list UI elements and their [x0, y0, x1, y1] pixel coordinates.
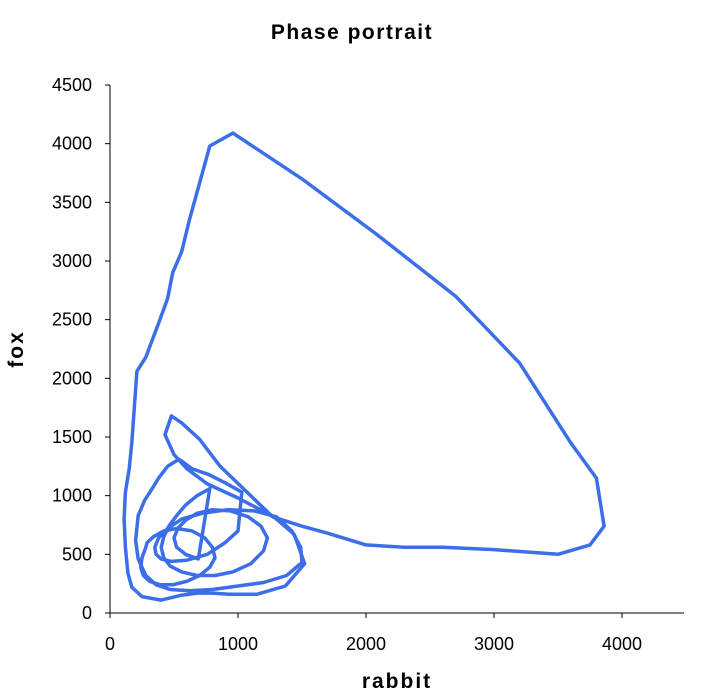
y-tick-label: 3500 [52, 192, 92, 212]
trajectory-line-1 [122, 131, 606, 602]
trajectory-line-2 [133, 457, 304, 593]
x-tick-label: 2000 [346, 634, 386, 654]
x-tick-label: 0 [105, 634, 115, 654]
x-tick-label: 4000 [602, 634, 642, 654]
y-tick-label: 3000 [52, 251, 92, 271]
y-tick-label: 0 [82, 603, 92, 623]
x-tick-label: 3000 [474, 634, 514, 654]
chart-title: Phase portrait [271, 21, 433, 44]
x-tick-label: 1000 [218, 634, 258, 654]
y-axis-ticks: 0 500 1000 1500 2000 2500 3000 3500 4000 4500 [52, 75, 110, 623]
y-tick-label: 2000 [52, 368, 92, 388]
y-tick-label: 4500 [52, 75, 92, 95]
y-tick-label: 2500 [52, 310, 92, 330]
y-tick-label: 1500 [52, 427, 92, 447]
x-axis-ticks: 0 1000 2000 3000 4000 [105, 613, 642, 654]
y-tick-label: 1000 [52, 486, 92, 506]
series-lines [122, 131, 606, 602]
x-axis-label: rabbit [362, 670, 432, 693]
y-axis-label: fox [5, 330, 28, 368]
y-tick-label: 4000 [52, 134, 92, 154]
y-tick-label: 500 [62, 544, 92, 564]
trajectory-line-4 [138, 526, 217, 587]
